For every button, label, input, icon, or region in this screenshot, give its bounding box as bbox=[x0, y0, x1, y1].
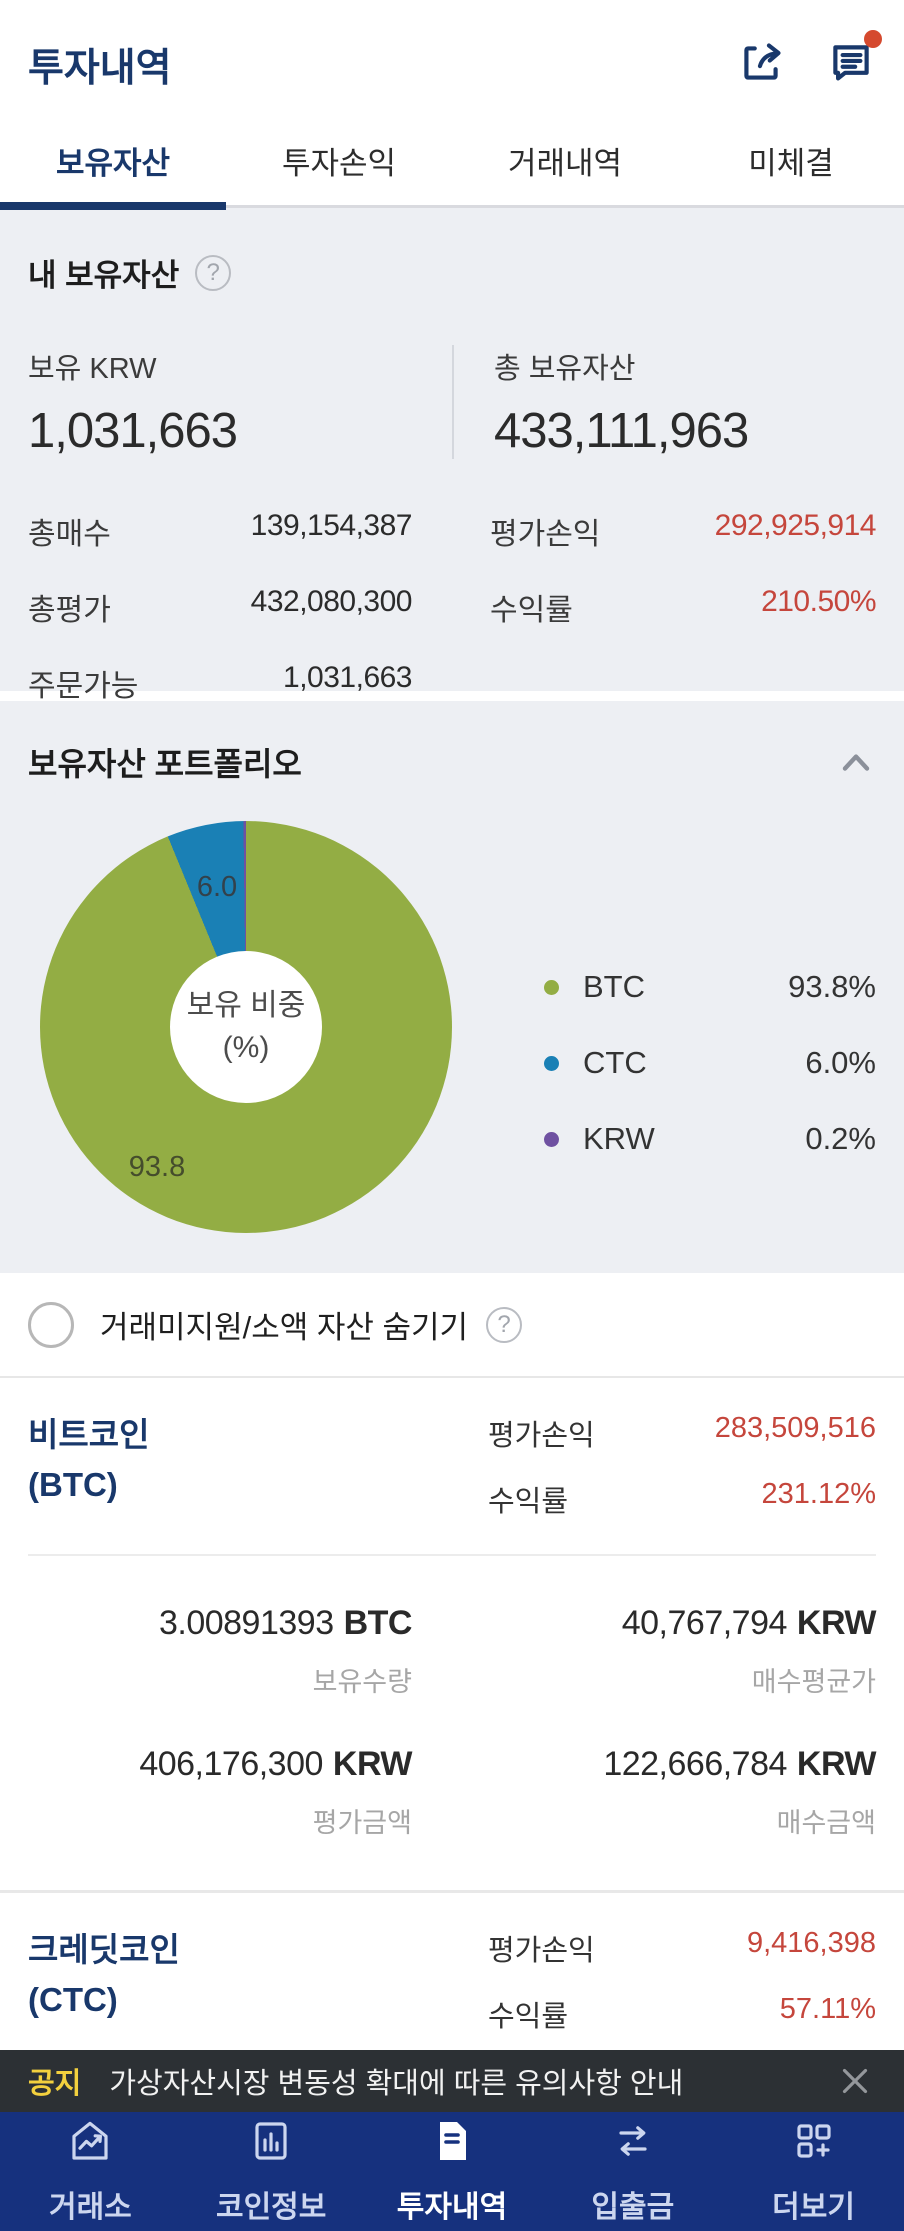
stat-valuation-pl: 평가손익 292,925,914 bbox=[490, 509, 877, 551]
tab-holdings[interactable]: 보유자산 bbox=[0, 115, 226, 210]
asset-ctc-pl: 평가손익 9,416,398 수익률 57.11% bbox=[488, 1927, 876, 2033]
asset-ctc-name: 크레딧코인 (CTC) bbox=[28, 1931, 180, 2018]
asset-row-btc[interactable]: 비트코인 (BTC) 평가손익 283,509,516 수익률 231.12% … bbox=[0, 1378, 904, 1886]
coin-info-icon bbox=[247, 2117, 295, 2170]
asset-ctc-header: 크레딧코인 (CTC) 평가손익 9,416,398 수익률 57.11% bbox=[28, 1925, 876, 2059]
stat-total-buy: 총매수 139,154,387 bbox=[28, 509, 413, 551]
bottom-nav: 거래소 코인정보 투자내역 bbox=[0, 2112, 904, 2231]
donut-center-label: 보유 비중 (%) bbox=[170, 951, 322, 1103]
hide-small-assets-label: 거래미지원/소액 자산 숨기기 bbox=[100, 1310, 469, 1345]
asset-btc-amounts: 3.00891393 BTC 보유수량 40,767,794 KRW 매수평균가 4… bbox=[28, 1556, 876, 1886]
hide-small-assets-checkbox[interactable] bbox=[28, 1301, 74, 1348]
donut-label-ctc: 6.0 bbox=[196, 871, 238, 903]
memo-button[interactable] bbox=[826, 29, 882, 88]
tab-profit-loss[interactable]: 투자손익 bbox=[281, 145, 397, 181]
btc-buy-amount: 122,666,784 KRW 매수금액 bbox=[603, 1745, 876, 1838]
portfolio-title: 보유자산 포트폴리오 bbox=[28, 746, 302, 782]
legend-item-btc: BTC 93.8% bbox=[544, 969, 876, 1005]
tab-bar: 보유자산 투자손익 거래내역 미체결 bbox=[0, 115, 904, 210]
stat-return-rate: 수익률 210.50% bbox=[490, 585, 876, 627]
portfolio-legend: BTC 93.8% CTC 6.0% KRW 0.2% bbox=[544, 969, 876, 1197]
filter-help-icon[interactable]: ? bbox=[486, 1306, 523, 1343]
divider bbox=[0, 1890, 904, 1893]
summary-stats: 총매수 139,154,387 총평가 432,080,300 주문가능 1,0… bbox=[28, 509, 877, 737]
notice-text: 가상자산시장 변동성 확대에 따른 유의사항 안내 bbox=[109, 2068, 684, 2100]
btc-avg-buy-price: 40,767,794 KRW 매수평균가 bbox=[621, 1604, 877, 1697]
stat-orderable: 주문가능 1,031,663 bbox=[28, 661, 412, 703]
nav-deposit-withdraw[interactable]: 입출금 bbox=[542, 2112, 723, 2231]
page-title: 투자내역 bbox=[28, 46, 172, 90]
chevron-up-icon bbox=[834, 754, 878, 789]
close-icon bbox=[834, 2068, 876, 2106]
total-balance: 총 보유자산 433,111,963 bbox=[452, 345, 876, 459]
portfolio-donut: 6.0 93.8 보유 비중 (%) bbox=[40, 821, 452, 1233]
nav-investment-history[interactable]: 투자내역 bbox=[362, 2112, 543, 2231]
section-gap bbox=[0, 691, 904, 701]
donut-label-btc: 93.8 bbox=[128, 1151, 186, 1183]
notice-tag: 공지 bbox=[28, 2068, 82, 2100]
legend-item-krw: KRW 0.2% bbox=[544, 1121, 876, 1157]
share-icon bbox=[736, 42, 786, 92]
divider bbox=[28, 1554, 876, 1556]
legend-dot-krw bbox=[544, 1131, 559, 1147]
collapse-button[interactable] bbox=[834, 741, 878, 785]
legend-dot-ctc bbox=[544, 1055, 559, 1071]
memo-icon bbox=[826, 44, 876, 92]
legend-item-ctc: CTC 6.0% bbox=[544, 1045, 876, 1081]
legend-dot-btc bbox=[544, 979, 559, 995]
investment-history-icon bbox=[428, 2117, 476, 2170]
portfolio-card: 보유자산 포트폴리오 6.0 93.8 보유 비중 (%) BTC 93.8% bbox=[0, 701, 904, 1273]
krw-balance-value: 1,031,663 bbox=[28, 404, 238, 458]
summary-stats-right: 평가손익 292,925,914 수익률 210.50% bbox=[490, 509, 877, 737]
nav-exchange[interactable]: 거래소 bbox=[0, 2112, 181, 2231]
asset-btc-name: 비트코인 (BTC) bbox=[28, 1416, 150, 1503]
help-icon[interactable]: ? bbox=[195, 254, 232, 291]
btc-valuation: 406,176,300 KRW 평가금액 bbox=[139, 1745, 412, 1838]
header: 투자내역 bbox=[0, 0, 904, 115]
transfer-arrows-icon bbox=[609, 2117, 657, 2170]
notification-badge bbox=[864, 29, 882, 48]
notice-bar[interactable]: 공지 가상자산시장 변동성 확대에 따른 유의사항 안내 bbox=[0, 2050, 904, 2112]
asset-btc-header: 비트코인 (BTC) 평가손익 283,509,516 수익률 231.12% bbox=[28, 1410, 876, 1544]
total-balance-value: 433,111,963 bbox=[494, 404, 749, 458]
stat-total-valuation: 총평가 432,080,300 bbox=[28, 585, 413, 627]
hide-small-assets-row: 거래미지원/소액 자산 숨기기 ? bbox=[0, 1273, 904, 1378]
summary-stats-left: 총매수 139,154,387 총평가 432,080,300 주문가능 1,0… bbox=[28, 509, 413, 737]
total-balance-label: 총 보유자산 bbox=[494, 353, 636, 385]
holdings-summary-card: 내 보유자산 ? 보유 KRW 1,031,663 총 보유자산 433,111… bbox=[0, 208, 904, 703]
krw-balance-label: 보유 KRW bbox=[28, 353, 157, 385]
share-button[interactable] bbox=[736, 38, 786, 88]
asset-btc-pl: 평가손익 283,509,516 수익률 231.12% bbox=[488, 1412, 876, 1518]
more-grid-icon bbox=[790, 2117, 838, 2170]
exchange-icon bbox=[66, 2117, 114, 2170]
summary-title: 내 보유자산 bbox=[28, 258, 180, 293]
notice-close-button[interactable] bbox=[834, 2060, 876, 2102]
tab-transactions[interactable]: 거래내역 bbox=[507, 145, 623, 181]
krw-balance: 보유 KRW 1,031,663 bbox=[28, 345, 452, 459]
nav-more[interactable]: 더보기 bbox=[723, 2112, 904, 2231]
header-actions bbox=[736, 29, 882, 88]
btc-quantity: 3.00891393 BTC 보유수량 bbox=[158, 1604, 413, 1697]
tab-open-orders[interactable]: 미체결 bbox=[748, 145, 834, 181]
summary-title-row: 내 보유자산 ? bbox=[28, 250, 876, 295]
nav-coin-info[interactable]: 코인정보 bbox=[181, 2112, 362, 2231]
balance-columns: 보유 KRW 1,031,663 총 보유자산 433,111,963 bbox=[28, 345, 876, 459]
